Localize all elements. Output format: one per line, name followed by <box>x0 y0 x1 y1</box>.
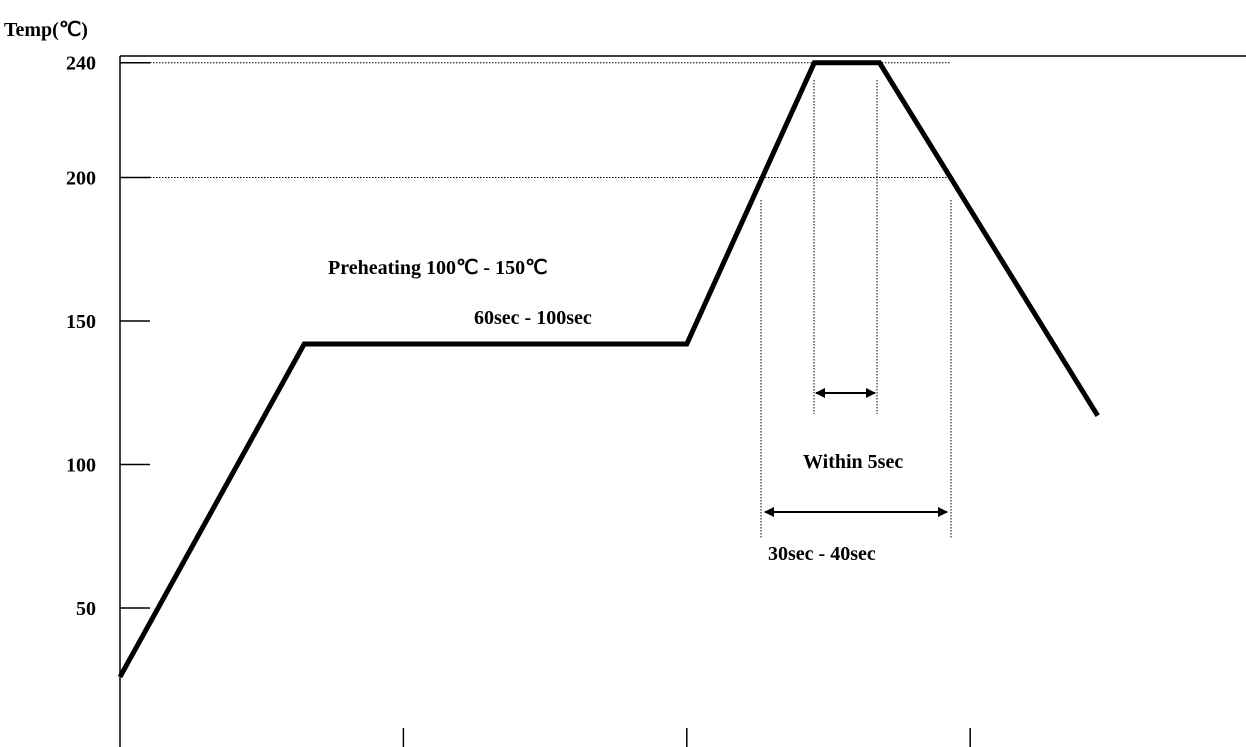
annotation-within-5sec: Within 5sec <box>803 451 903 473</box>
y-axis-label: Temp(℃) <box>4 19 88 41</box>
y-tick-label-150: 150 <box>66 311 96 333</box>
annotation-30-40sec: 30sec - 40sec <box>768 543 876 565</box>
x-ticks <box>402 728 971 747</box>
dimension-markers <box>760 80 952 538</box>
y-tick-label-50: 50 <box>76 598 96 620</box>
series <box>117 60 1100 679</box>
axes <box>119 55 1246 747</box>
y-tick-label-200: 200 <box>66 168 96 190</box>
profile-line <box>117 60 1100 679</box>
annotation-preheat-time: 60sec - 100sec <box>474 307 592 329</box>
y-tick-label-240: 240 <box>66 53 96 75</box>
y-ticks: 50 100 150 200 240 <box>66 53 150 620</box>
annotation-preheating: Preheating 100℃ - 150℃ <box>328 257 548 279</box>
y-tick-label-100: 100 <box>66 455 96 477</box>
reference-lines <box>150 62 950 178</box>
